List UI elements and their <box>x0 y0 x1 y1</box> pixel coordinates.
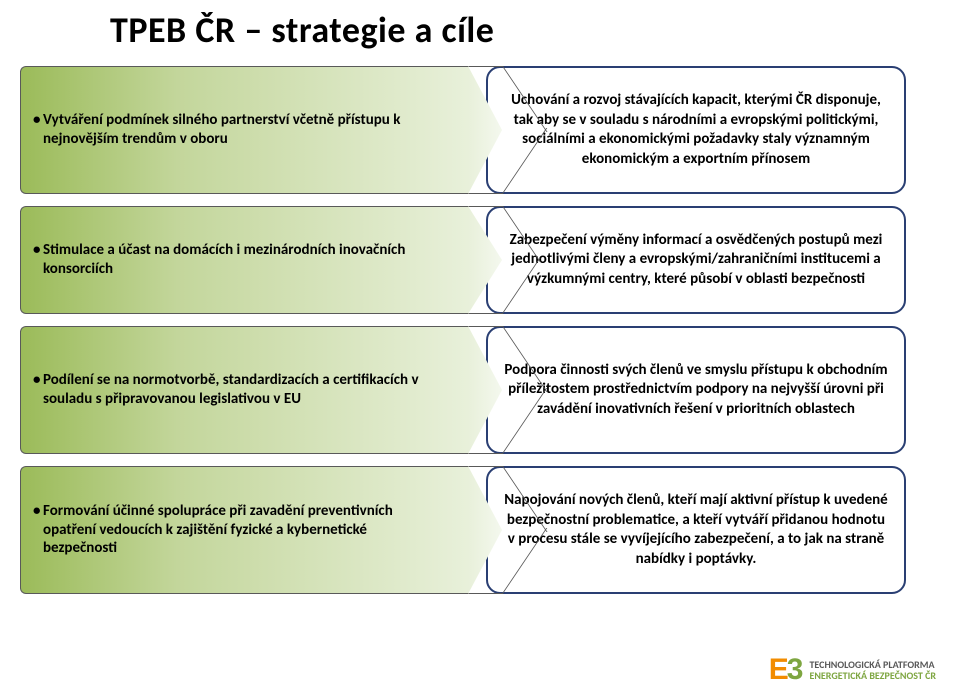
row: Podílení se na normotvorbě, standardizac… <box>20 326 940 454</box>
logo-mark-icon: E3 <box>769 653 802 687</box>
right-box: Zabezpečení výměny informací a osvědčený… <box>486 206 906 314</box>
footer-logo: E3 TECHNOLOGICKÁ PLATFORMA ENERGETICKÁ B… <box>769 653 936 687</box>
right-box: Podpora činnosti svých členů ve smyslu p… <box>486 326 906 454</box>
left-text: Formování účinné spolupráce při zavadění… <box>33 502 426 558</box>
row: Stimulace a účast na domácích i mezináro… <box>20 206 940 314</box>
right-box: Napojování nových členů, kteří mají akti… <box>486 466 906 594</box>
left-arrow: Formování účinné spolupráce při zavadění… <box>20 466 468 594</box>
right-text: Zabezpečení výměny informací a osvědčený… <box>502 231 890 290</box>
right-box: Uchování a rozvoj stávajících kapacit, k… <box>486 66 906 194</box>
logo-line2: ENERGETICKÁ BEZPEČNOST ČR <box>809 670 936 681</box>
page-title: TPEB ČR – strategie a cíle <box>110 8 940 52</box>
row: Vytváření podmínek silného partnerství v… <box>20 66 940 194</box>
left-text: Podílení se na normotvorbě, standardizac… <box>33 371 426 409</box>
left-arrow: Podílení se na normotvorbě, standardizac… <box>20 326 468 454</box>
right-text: Podpora činnosti svých členů ve smyslu p… <box>502 361 890 420</box>
left-text: Vytváření podmínek silného partnerství v… <box>33 111 426 149</box>
rows-container: Vytváření podmínek silného partnerství v… <box>20 66 940 594</box>
left-arrow: Vytváření podmínek silného partnerství v… <box>20 66 468 194</box>
left-arrow: Stimulace a účast na domácích i mezináro… <box>20 206 468 314</box>
logo-text: TECHNOLOGICKÁ PLATFORMA ENERGETICKÁ BEZP… <box>809 659 936 681</box>
right-text: Uchování a rozvoj stávajících kapacit, k… <box>502 91 890 169</box>
left-text: Stimulace a účast na domácích i mezináro… <box>33 241 426 279</box>
row: Formování účinné spolupráce při zavadění… <box>20 466 940 594</box>
right-text: Napojování nových členů, kteří mají akti… <box>502 491 890 569</box>
